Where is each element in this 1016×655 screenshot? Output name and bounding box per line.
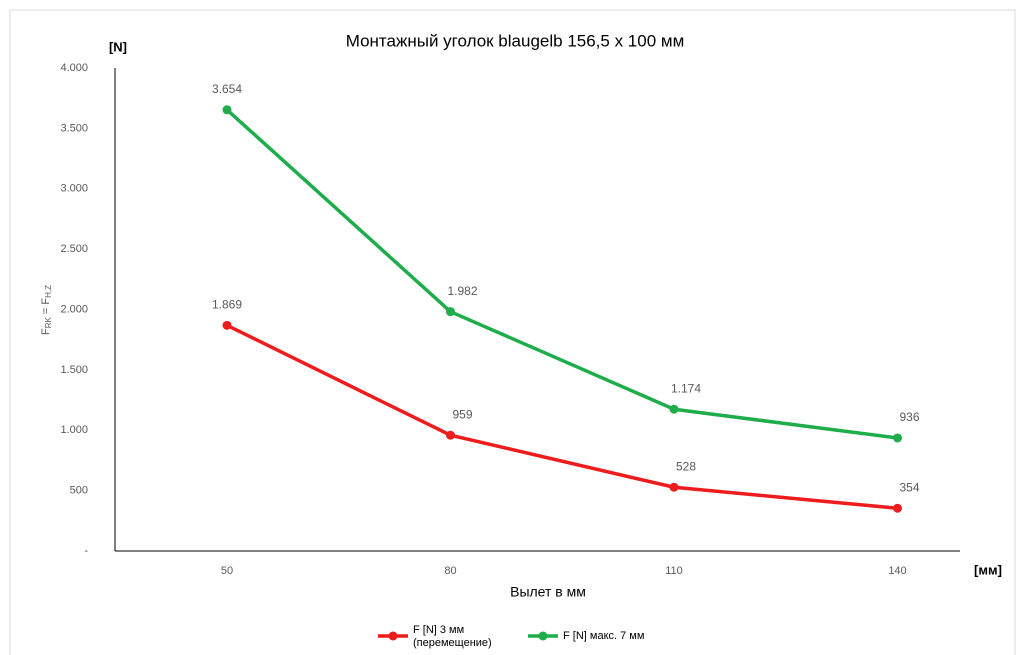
y-tick-label: 500 [70, 485, 88, 497]
data-point [222, 320, 232, 330]
data-label: 1.869 [212, 297, 242, 311]
data-label: 936 [899, 410, 919, 424]
y-unit: [N] [109, 39, 127, 54]
chart-border [9, 9, 1016, 655]
data-label: 1.174 [671, 381, 701, 395]
y-tick-label: 1.000 [60, 424, 88, 436]
y-axis-label: FRK = FH,Z [40, 285, 53, 335]
x-tick-label: 80 [444, 565, 456, 577]
legend-marker [538, 631, 548, 641]
data-label: 528 [676, 459, 696, 473]
y-tick-label: 4.000 [60, 62, 88, 74]
y-tick-label: 3.000 [60, 183, 88, 195]
data-point [222, 105, 232, 115]
data-point [446, 307, 455, 317]
data-point [446, 430, 455, 440]
y-tick-label: 2.500 [60, 243, 88, 255]
data-label: 1.982 [447, 284, 477, 298]
y-axis-label-part: H,Z [44, 285, 53, 298]
y-axis-label-part: = F [40, 298, 52, 318]
y-axis-label-part: RK [44, 316, 53, 328]
x-tick-label: 50 [221, 565, 233, 577]
data-point [893, 503, 902, 513]
x-tick-label: 110 [665, 565, 683, 577]
legend-marker [388, 631, 398, 641]
data-label: 3.654 [212, 82, 242, 96]
y-axis-label-part: F [40, 328, 52, 335]
legend-label: F [N] 3 мм (перемещение) [413, 624, 492, 649]
y-tick-label: 1.500 [60, 364, 88, 376]
data-label: 354 [899, 480, 919, 494]
chart-title: Монтажный уголок blaugelb 156,5 x 100 мм [346, 31, 685, 50]
data-label: 959 [452, 407, 472, 421]
series-line [226, 323, 898, 510]
y-tick-label: 2.000 [60, 303, 88, 315]
x-unit: [мм] [974, 562, 1002, 577]
data-point [669, 482, 679, 492]
data-point [669, 404, 679, 414]
series-line [225, 108, 898, 440]
x-tick-label: 140 [888, 565, 906, 577]
x-axis-label: Вылет в мм [510, 584, 586, 600]
data-point [893, 433, 902, 443]
y-tick-label: 3.500 [60, 122, 88, 134]
y-tick-label: - [84, 545, 88, 557]
legend-label: F [N] макс. 7 мм [563, 630, 644, 642]
